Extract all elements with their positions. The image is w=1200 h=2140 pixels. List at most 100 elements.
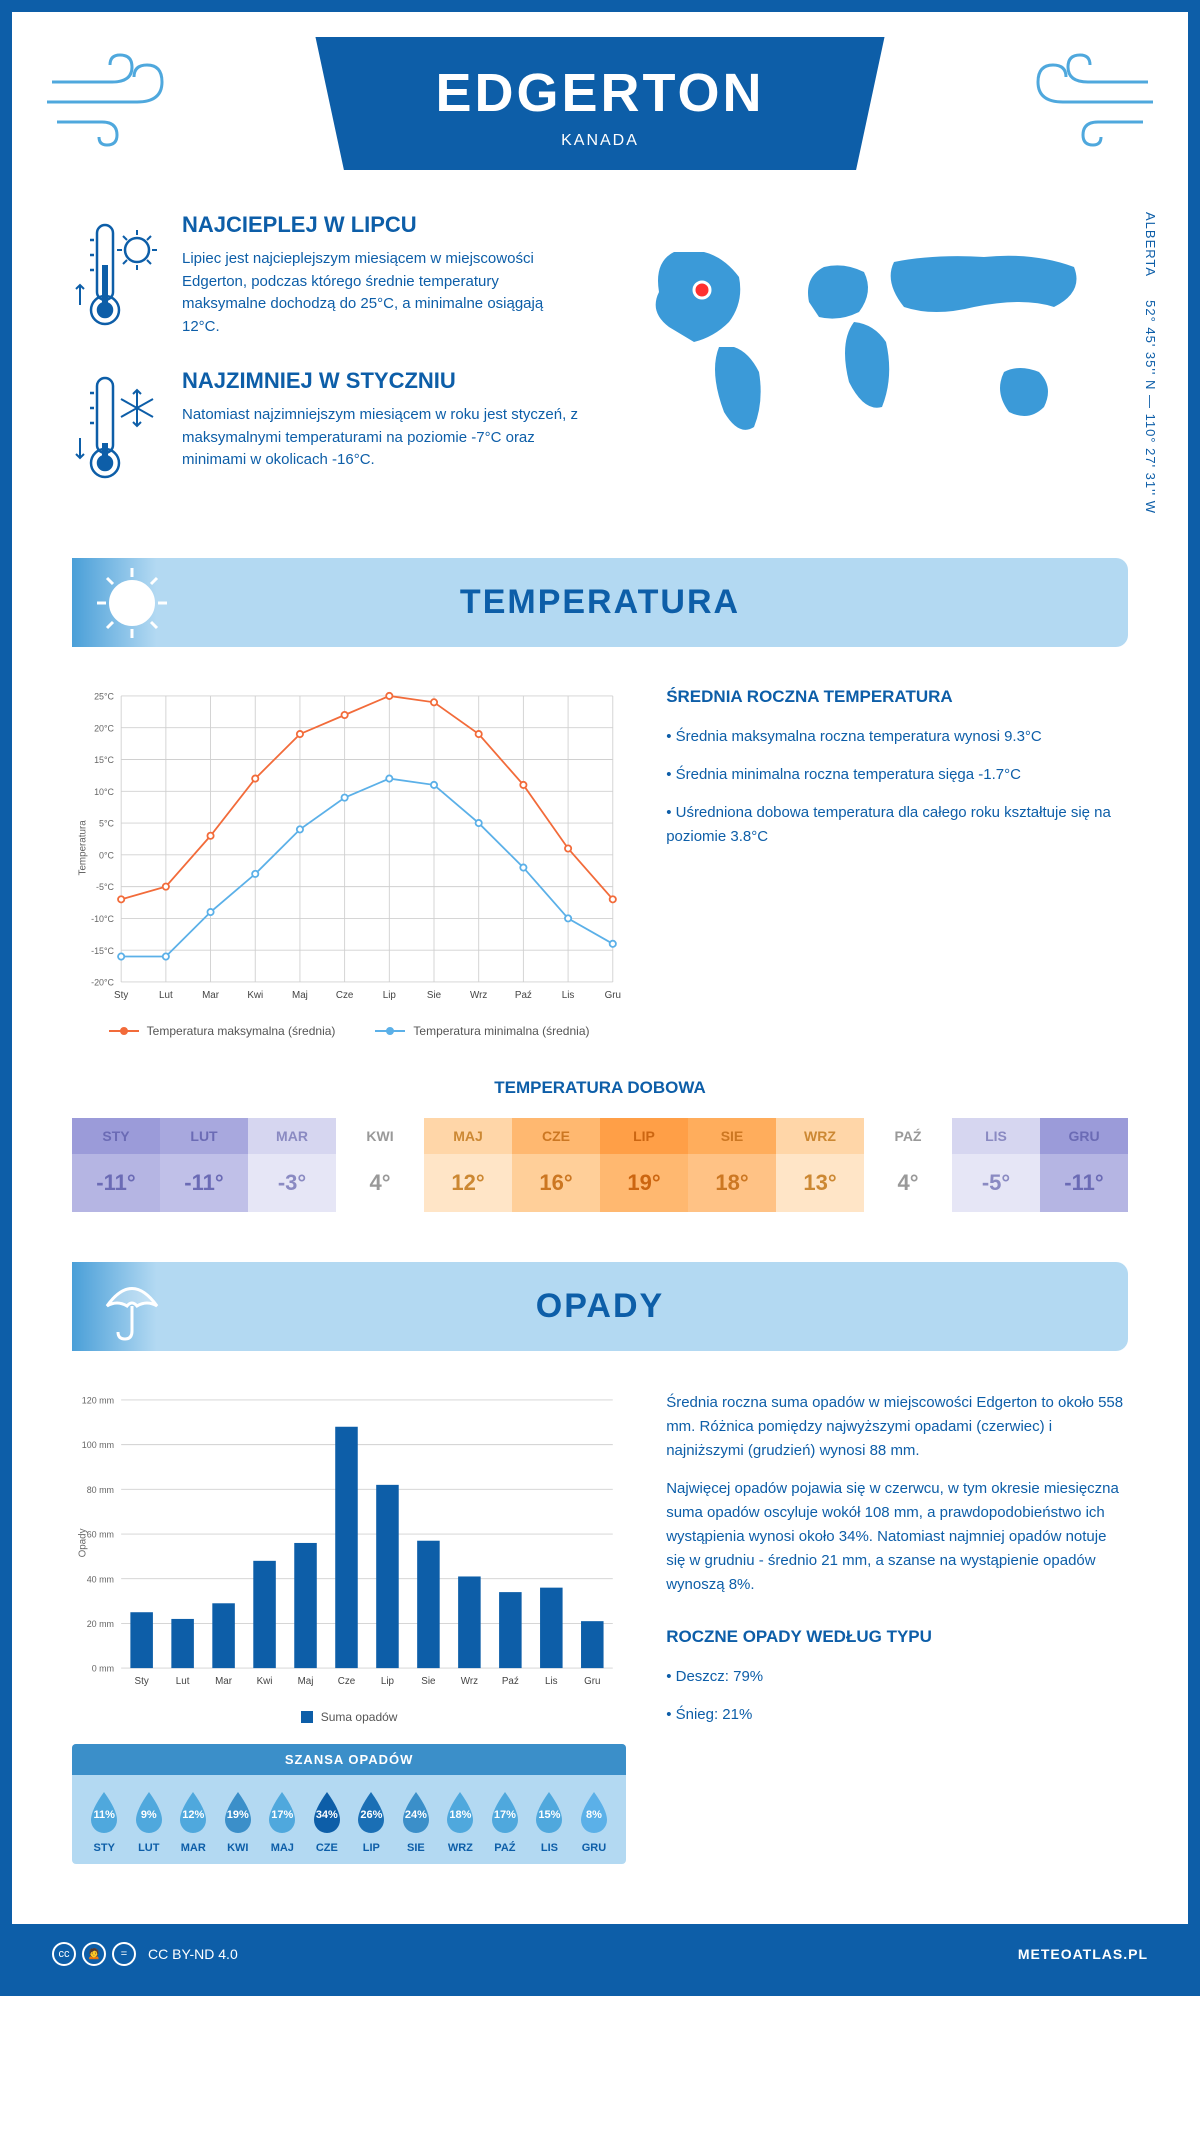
temperature-banner: TEMPERATURA (72, 558, 1128, 647)
svg-text:Temperatura: Temperatura (77, 820, 88, 876)
svg-text:Maj: Maj (298, 1676, 314, 1687)
legend-max: Temperatura maksymalna (średnia) (147, 1024, 336, 1038)
lon-label: 110° 27' 31'' W (1143, 414, 1158, 514)
svg-text:-10°C: -10°C (91, 914, 114, 924)
svg-text:80 mm: 80 mm (87, 1485, 114, 1495)
svg-text:Sty: Sty (114, 990, 128, 1001)
precip-side-text: Średnia roczna suma opadów w miejscowośc… (666, 1391, 1128, 1864)
svg-text:Lut: Lut (176, 1676, 190, 1687)
precipitation-banner: OPADY (72, 1262, 1128, 1351)
svg-text:10°C: 10°C (94, 787, 114, 797)
svg-text:-15°C: -15°C (91, 946, 114, 956)
precipitation-chart: 0 mm20 mm40 mm60 mm80 mm100 mm120 mmStyL… (72, 1391, 626, 1864)
chance-cell: 26%LIP (349, 1790, 394, 1854)
coldest-block: NAJZIMNIEJ W STYCZNIU Natomiast najzimni… (72, 368, 580, 488)
svg-text:40 mm: 40 mm (87, 1574, 114, 1584)
temp-side-text: ŚREDNIA ROCZNA TEMPERATURA • Średnia mak… (666, 687, 1128, 1038)
chance-cell: 17%PAŹ (483, 1790, 528, 1854)
svg-text:Maj: Maj (292, 990, 308, 1001)
header: EDGERTON KANADA (12, 12, 1188, 192)
page-container: EDGERTON KANADA (0, 0, 1200, 1996)
svg-text:100 mm: 100 mm (82, 1440, 114, 1450)
svg-text:Sty: Sty (135, 1676, 149, 1687)
svg-text:Kwi: Kwi (247, 990, 263, 1001)
svg-text:-20°C: -20°C (91, 978, 114, 988)
thermometer-cold-icon (72, 368, 162, 488)
temp-bullet-1: • Średnia minimalna roczna temperatura s… (666, 763, 1128, 787)
svg-text:Wrz: Wrz (470, 990, 487, 1001)
chance-cell: 8%GRU (572, 1790, 617, 1854)
daily-cell: SIE18° (688, 1118, 776, 1212)
precip-banner-text: OPADY (536, 1287, 664, 1325)
cc-icons: cc 🙍 = (52, 1942, 136, 1966)
temp-bullet-0: • Średnia maksymalna roczna temperatura … (666, 725, 1128, 749)
nd-icon: = (112, 1942, 136, 1966)
precip-para-2: Najwięcej opadów pojawia się w czerwcu, … (666, 1477, 1128, 1597)
chance-cell: 34%CZE (305, 1790, 350, 1854)
daily-cell: KWI4° (336, 1118, 424, 1212)
coldest-title: NAJZIMNIEJ W STYCZNIU (182, 368, 580, 394)
chance-cell: 11%STY (82, 1790, 127, 1854)
coordinates: ALBERTA 52° 45' 35'' N — 110° 27' 31'' W (1143, 212, 1158, 514)
svg-text:Cze: Cze (338, 1676, 356, 1687)
temperature-chart: -20°C-15°C-10°C-5°C0°C5°C10°C15°C20°C25°… (72, 687, 626, 1038)
temp-side-title: ŚREDNIA ROCZNA TEMPERATURA (666, 687, 1128, 707)
svg-text:5°C: 5°C (99, 819, 115, 829)
chance-cell: 9%LUT (127, 1790, 172, 1854)
svg-text:Mar: Mar (202, 990, 220, 1001)
daily-cell: MAJ12° (424, 1118, 512, 1212)
svg-text:Cze: Cze (336, 990, 354, 1001)
temp-bullet-2: • Uśredniona dobowa temperatura dla całe… (666, 801, 1128, 849)
svg-text:Lip: Lip (383, 990, 397, 1001)
chance-cell: 19%KWI (216, 1790, 261, 1854)
chance-cell: 18%WRZ (438, 1790, 483, 1854)
warmest-block: NAJCIEPLEJ W LIPCU Lipiec jest najcieple… (72, 212, 580, 338)
svg-text:Lis: Lis (545, 1676, 558, 1687)
chance-cell: 17%MAJ (260, 1790, 305, 1854)
precip-type-title: ROCZNE OPADY WEDŁUG TYPU (666, 1627, 1128, 1647)
daily-cell: PAŹ4° (864, 1118, 952, 1212)
svg-text:Gru: Gru (584, 1676, 600, 1687)
daily-cell: CZE16° (512, 1118, 600, 1212)
svg-text:Lut: Lut (159, 990, 173, 1001)
svg-text:20 mm: 20 mm (87, 1619, 114, 1629)
warmest-text: Lipiec jest najcieplejszym miesiącem w m… (182, 248, 580, 338)
coldest-text: Natomiast najzimniejszym miesiącem w rok… (182, 404, 580, 472)
precip-legend: Suma opadów (72, 1710, 626, 1724)
daily-cell: LIS-5° (952, 1118, 1040, 1212)
umbrella-icon (92, 1266, 172, 1346)
footer: cc 🙍 = CC BY-ND 4.0 METEOATLAS.PL (12, 1924, 1188, 1984)
legend-min: Temperatura minimalna (średnia) (413, 1024, 589, 1038)
chance-title: SZANSA OPADÓW (72, 1744, 626, 1775)
chance-cell: 24%SIE (394, 1790, 439, 1854)
country-subtitle: KANADA (435, 132, 764, 150)
world-map (620, 212, 1128, 472)
cc-icon: cc (52, 1942, 76, 1966)
precip-chance-box: SZANSA OPADÓW 11%STY9%LUT12%MAR19%KWI17%… (72, 1744, 626, 1864)
svg-text:Lip: Lip (381, 1676, 395, 1687)
svg-text:20°C: 20°C (94, 723, 114, 733)
svg-text:Wrz: Wrz (461, 1676, 478, 1687)
svg-text:15°C: 15°C (94, 755, 114, 765)
daily-cell: LIP19° (600, 1118, 688, 1212)
chance-cell: 12%MAR (171, 1790, 216, 1854)
wind-icon (42, 47, 182, 147)
title-banner: EDGERTON KANADA (315, 37, 884, 170)
daily-cell: LUT-11° (160, 1118, 248, 1212)
city-title: EDGERTON (435, 62, 764, 124)
precip-legend-label: Suma opadów (321, 1710, 398, 1724)
svg-text:-5°C: -5°C (96, 882, 115, 892)
svg-text:0 mm: 0 mm (92, 1663, 114, 1673)
thermometer-hot-icon (72, 212, 162, 338)
by-icon: 🙍 (82, 1942, 106, 1966)
svg-text:60 mm: 60 mm (87, 1529, 114, 1539)
daily-cell: GRU-11° (1040, 1118, 1128, 1212)
svg-text:25°C: 25°C (94, 692, 114, 702)
svg-text:Sie: Sie (427, 990, 442, 1001)
license-text: CC BY-ND 4.0 (148, 1946, 238, 1962)
svg-text:Gru: Gru (605, 990, 621, 1001)
precip-type-0: • Deszcz: 79% (666, 1665, 1128, 1689)
svg-text:Mar: Mar (215, 1676, 233, 1687)
daily-title: TEMPERATURA DOBOWA (72, 1078, 1128, 1098)
temp-legend: Temperatura maksymalna (średnia) Tempera… (72, 1024, 626, 1038)
